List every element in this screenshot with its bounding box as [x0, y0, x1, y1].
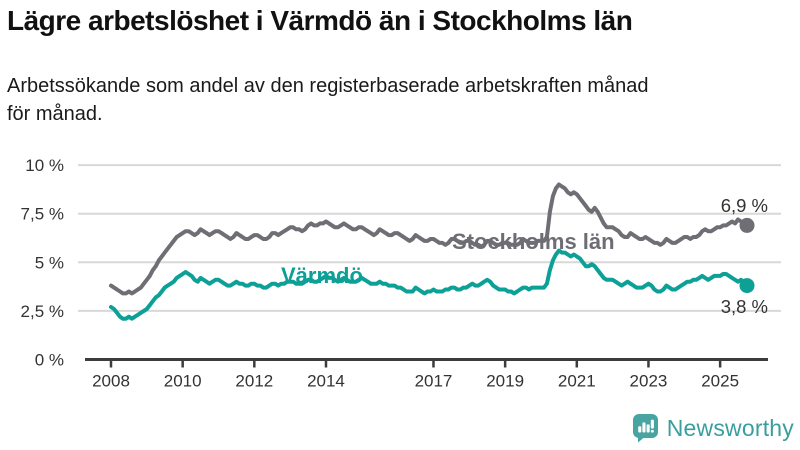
series-label-stockholms-lan: Stockholms län — [452, 229, 615, 254]
newsworthy-wordmark: Newsworthy — [666, 414, 794, 441]
x-axis-label: 2023 — [630, 372, 668, 391]
series-end-dot-varmdo — [739, 278, 755, 294]
series-label-varmdo: Värmdö — [281, 263, 363, 288]
subtitle-line-2: för månad. — [7, 103, 103, 126]
chart-annotations: Värmdö Stockholms län 6,9 % 3,8 % — [281, 195, 768, 317]
newsworthy-logo: Newsworthy — [632, 413, 794, 443]
y-axis-label: 10 % — [25, 156, 64, 175]
subtitle-line-1: Arbetssökande som andel av den registerb… — [7, 75, 649, 97]
series-line-varmdo — [109, 248, 749, 321]
chart-generated-layers: 0 % 2,5 % 5 % 7,5 % 10 % 2008 2010 2012 2014 2017… — [21, 156, 781, 391]
x-axis-label: 2021 — [558, 372, 596, 391]
y-axis-label: 7,5 % — [21, 205, 64, 224]
x-axis-label: 2010 — [164, 372, 202, 391]
x-axis-label: 2012 — [235, 372, 273, 391]
x-axis-label: 2019 — [486, 372, 524, 391]
chart-subtitle: Arbetssökande som andel av den registerb… — [7, 72, 787, 129]
x-axis-label: 2017 — [415, 372, 453, 391]
y-axis-label: 0 % — [35, 351, 64, 370]
value-label-varmdo: 3,8 % — [721, 296, 768, 317]
x-axis-label: 2025 — [701, 372, 739, 391]
x-axis-label: 2014 — [307, 372, 345, 391]
y-axis-label: 5 % — [35, 253, 64, 272]
chart-title: Lägre arbetslöshet i Värmdö än i Stockho… — [7, 5, 633, 36]
y-axis-label: 2,5 % — [21, 302, 64, 321]
x-axis-label: 2008 — [92, 372, 130, 391]
bar-chart-speech-bubble-icon — [632, 414, 658, 443]
value-label-stockholms-lan: 6,9 % — [721, 195, 768, 216]
series-line-stockholms-lan — [109, 182, 749, 296]
series-end-dot-stockholms-lan — [739, 217, 755, 233]
